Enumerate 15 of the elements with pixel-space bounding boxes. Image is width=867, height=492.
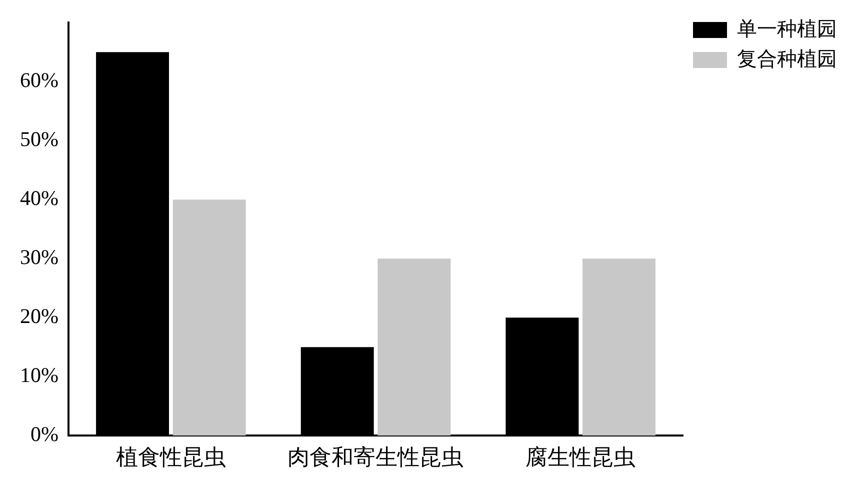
bar [582, 258, 656, 436]
y-tick-label: 40% [20, 186, 58, 210]
y-tick-label: 20% [20, 304, 58, 328]
y-tick-label: 60% [20, 68, 58, 92]
y-tick-label: 10% [20, 363, 58, 388]
bar [378, 258, 451, 436]
x-tick-label: 植食性昆虫 [116, 444, 226, 470]
legend-label: 复合种植园 [737, 48, 837, 70]
y-tick-label: 30% [20, 245, 58, 270]
y-tick-label: 0% [30, 422, 58, 446]
x-tick-label: 肉食和寄生性昆虫 [288, 444, 464, 470]
legend-label: 单一种植园 [737, 18, 837, 40]
x-tick-label: 腐生性昆虫 [526, 444, 636, 470]
y-tick-label: 50% [20, 127, 58, 152]
bar [172, 200, 246, 436]
